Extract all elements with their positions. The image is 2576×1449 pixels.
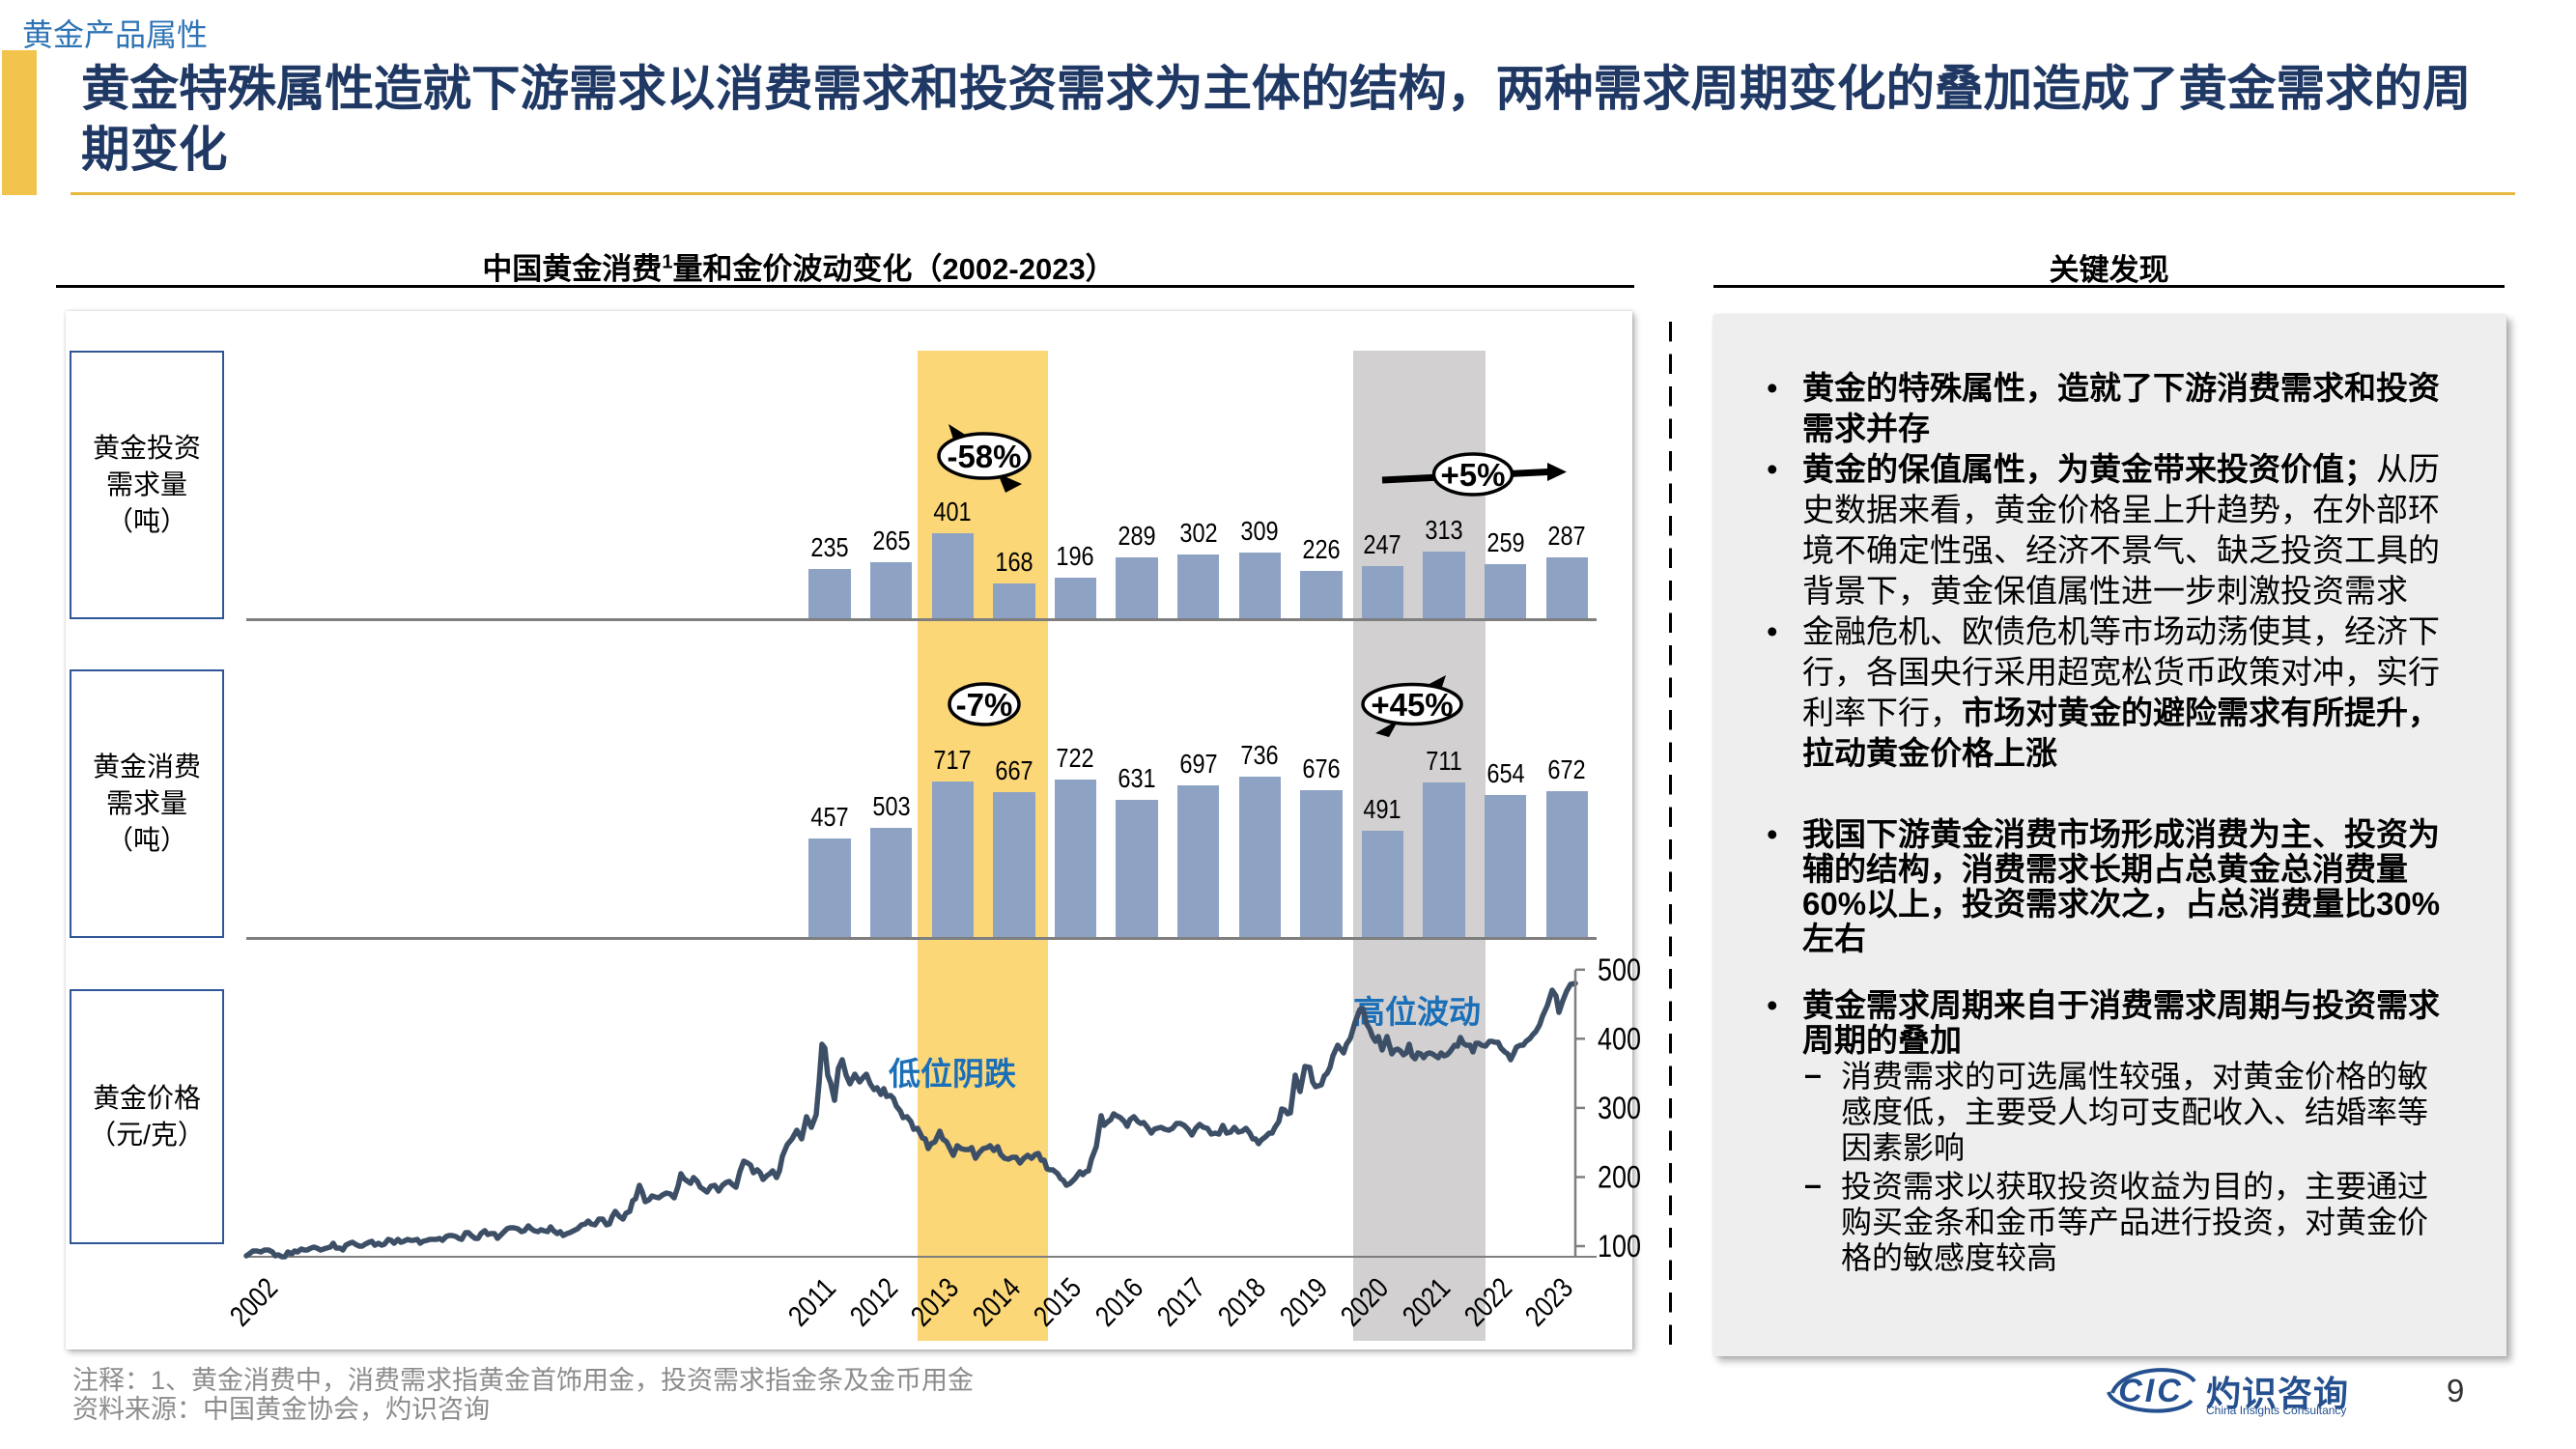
svg-text:2022: 2022	[1458, 1272, 1518, 1332]
svg-text:+45%: +45%	[1371, 687, 1453, 723]
svg-text:2016: 2016	[1090, 1272, 1149, 1332]
svg-text:2014: 2014	[967, 1272, 1027, 1332]
svg-text:2011: 2011	[782, 1272, 842, 1332]
svg-text:2023: 2023	[1519, 1272, 1579, 1332]
svg-text:500: 500	[1598, 952, 1641, 987]
svg-text:400: 400	[1598, 1021, 1641, 1056]
svg-text:2012: 2012	[844, 1272, 904, 1332]
svg-text:-58%: -58%	[947, 439, 1021, 474]
svg-text:2020: 2020	[1335, 1272, 1395, 1332]
svg-text:CIC: CIC	[2118, 1373, 2184, 1409]
svg-text:2018: 2018	[1212, 1272, 1272, 1332]
svg-text:200: 200	[1598, 1160, 1641, 1195]
svg-text:2013: 2013	[905, 1272, 965, 1332]
svg-text:2019: 2019	[1274, 1272, 1334, 1332]
svg-text:100: 100	[1598, 1229, 1641, 1264]
svg-text:300: 300	[1598, 1091, 1641, 1125]
svg-text:2002: 2002	[224, 1272, 284, 1332]
svg-text:+5%: +5%	[1441, 457, 1506, 493]
svg-text:2021: 2021	[1397, 1272, 1457, 1332]
svg-text:2017: 2017	[1151, 1272, 1211, 1332]
svg-text:-7%: -7%	[956, 687, 1013, 723]
svg-text:2015: 2015	[1028, 1272, 1088, 1332]
